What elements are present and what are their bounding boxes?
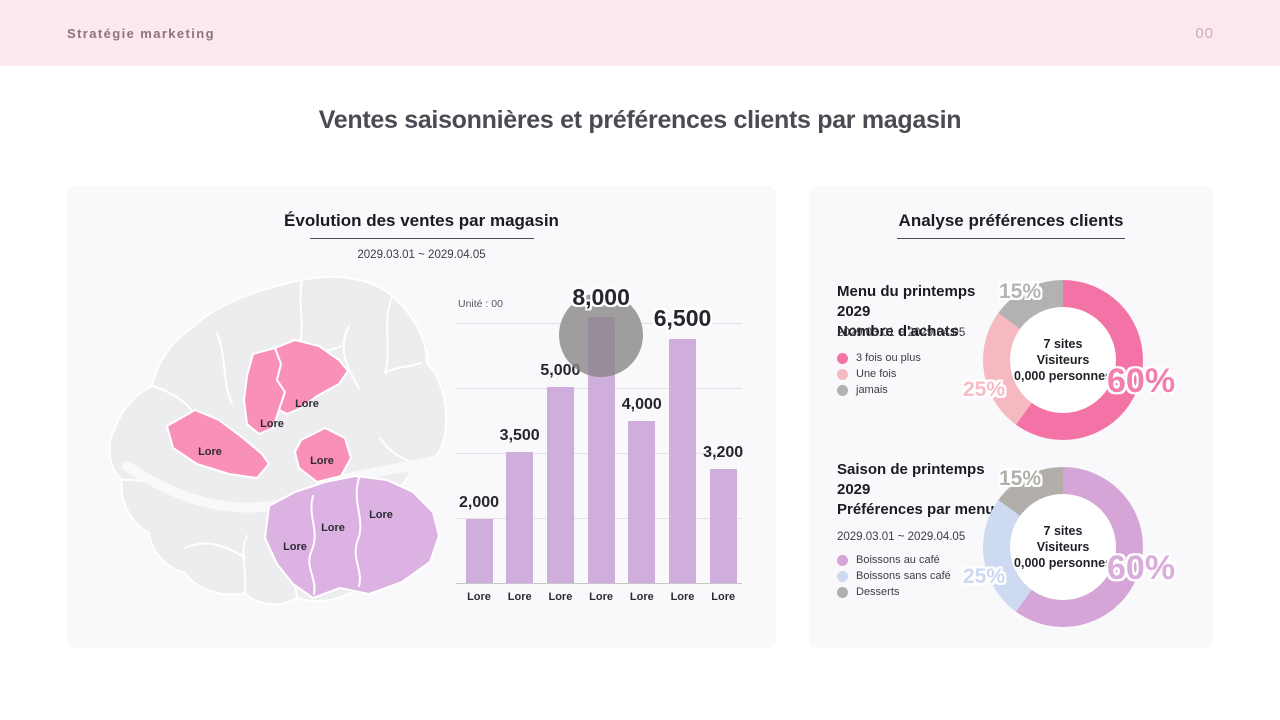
bar-lore-4 [628, 421, 656, 583]
sales-bar-chart: Unité : 00 2,000 Lore 3,500 Lore 5,000 Lore 8,… [450, 282, 750, 612]
highlight-circle [559, 293, 644, 377]
district-label: Lore [295, 398, 319, 410]
section-heading-line1: Saison de printemps 2029 [837, 461, 985, 498]
district-label: Lore [198, 446, 222, 458]
purchases-legend: 3 fois ou plus Une fois jamais [837, 352, 921, 400]
legend-label: Boissons au café [856, 554, 940, 566]
x-axis-label: Lore [507, 591, 532, 603]
donut-center: 7 sites Visiteurs 0,000 personnes [1010, 307, 1116, 413]
right-card-title: Analyse préférences clients [898, 211, 1124, 230]
menu-preferences-section: Saison de printemps 2029 Préférences par… [809, 454, 1213, 644]
purchases-section: Menu du printemps 2029 Nombre d'achats 2… [809, 276, 1213, 456]
title-underline [309, 238, 534, 239]
legend-item: Desserts [837, 586, 951, 598]
title-underline [897, 238, 1125, 239]
x-axis-baseline [456, 582, 742, 584]
header-bar: Stratégie marketing 00 [0, 0, 1280, 66]
x-axis-label: Lore [629, 591, 654, 603]
legend-dot-icon [837, 352, 848, 364]
center-count: 0,000 personnes [1014, 556, 1112, 570]
x-axis-label: Lore [467, 591, 491, 603]
legend-item: Boissons sans café [837, 570, 951, 582]
section-heading: Menu du printemps 2029 Nombre d'achats [837, 282, 1012, 342]
section-heading-line1: Menu du printemps 2029 [837, 283, 976, 320]
legend-dot-icon [837, 586, 848, 598]
legend-item: jamais [837, 384, 921, 396]
bar-lore-1 [506, 452, 534, 583]
bar-value-label: 3,500 [499, 427, 540, 444]
district-label: Lore [310, 455, 334, 467]
sales-evolution-card: Évolution des ventes par magasin 2029.03… [67, 186, 776, 648]
bar-lore-0 [465, 519, 493, 583]
center-sites: 7 sites [1043, 337, 1083, 351]
section-date-range: 2029.03.01 ~ 2029.04.05 [837, 531, 966, 543]
bar-plot-area: 2,000 Lore 3,500 Lore 5,000 Lore 8,000 Lore 4,00… [456, 284, 744, 603]
x-axis-label: Lore [589, 591, 614, 603]
bar-value-label: 3,200 [703, 444, 744, 461]
legend-label: Boissons sans café [856, 570, 951, 582]
center-count: 0,000 personnes [1014, 369, 1112, 383]
x-axis-label: Lore [711, 591, 736, 603]
pct-label-15: 15% [999, 280, 1042, 303]
menu-donut: 7 sites Visiteurs 0,000 personnes 60% 25… [963, 467, 1175, 627]
section-heading: Saison de printemps 2029 Préférences par… [837, 460, 1012, 520]
bar-lore-5 [669, 339, 696, 583]
bar-value-label: 2,000 [458, 494, 500, 511]
pct-label-60: 60% [1107, 362, 1176, 400]
pct-label-60: 60% [1107, 549, 1176, 587]
x-axis-label: Lore [548, 591, 573, 603]
bar-value-label: 8,000 [572, 284, 630, 310]
center-visitors: Visiteurs [1036, 353, 1090, 367]
legend-label: Desserts [856, 586, 900, 598]
purple-districts [264, 475, 440, 599]
slide-title: Ventes saisonnières et préférences clien… [318, 106, 962, 134]
page-number: 00 [1195, 25, 1214, 42]
x-axis-label: Lore [670, 591, 695, 603]
map-labels: Lore Lore Lore Lore Lore Lore Lore [198, 398, 393, 553]
bar-value-label: 5,000 [540, 362, 581, 379]
pink-districts [166, 339, 352, 483]
section-date-range: 2029.03.01 ~ 2029.04.05 [837, 327, 966, 339]
bar-value-label: 4,000 [621, 396, 662, 413]
legend-item: Une fois [837, 368, 921, 380]
section-heading-line2: Préférences par menu [837, 501, 995, 518]
legend-dot-icon [837, 384, 848, 396]
center-visitors: Visiteurs [1036, 540, 1090, 554]
legend-label: 3 fois ou plus [856, 352, 921, 364]
legend-dot-icon [837, 368, 848, 380]
purchases-donut: 7 sites Visiteurs 0,000 personnes 60% 25… [963, 280, 1175, 440]
section-heading-line2: Nombre d'achats [837, 323, 959, 340]
donut-center: 7 sites Visiteurs 0,000 personnes [1010, 494, 1116, 600]
seoul-district-map: Lore Lore Lore Lore Lore Lore Lore [108, 275, 448, 606]
client-preferences-card: Analyse préférences clients Menu du prin… [809, 186, 1213, 648]
pct-label-15: 15% [999, 467, 1042, 490]
legend-item: 3 fois ou plus [837, 352, 921, 364]
legend-label: jamais [856, 384, 888, 396]
bar-value-label: 6,500 [653, 305, 712, 331]
pct-label-25: 25% [963, 378, 1006, 401]
left-card-date-range: 2029.03.01 ~ 2029.04.05 [357, 249, 486, 261]
bar-lore-2 [546, 387, 574, 583]
menu-legend: Boissons au café Boissons sans café Desser… [837, 554, 951, 602]
legend-item: Boissons au café [837, 554, 951, 566]
district-label: Lore [283, 541, 307, 553]
district-label: Lore [321, 522, 345, 534]
legend-dot-icon [837, 554, 848, 566]
center-sites: 7 sites [1043, 524, 1083, 538]
district-label: Lore [260, 418, 284, 430]
legend-label: Une fois [856, 368, 897, 380]
left-card-title: Évolution des ventes par magasin [284, 211, 559, 230]
header-title: Stratégie marketing [67, 26, 215, 41]
bar-lore-6 [709, 469, 737, 583]
pct-label-25: 25% [963, 565, 1006, 588]
unit-label: Unité : 00 [458, 298, 503, 310]
district-label: Lore [369, 509, 393, 521]
legend-dot-icon [837, 570, 848, 582]
